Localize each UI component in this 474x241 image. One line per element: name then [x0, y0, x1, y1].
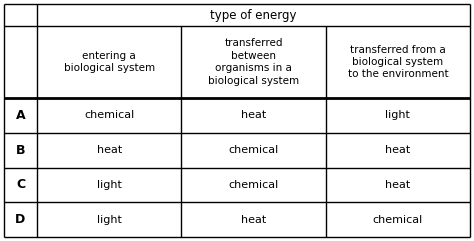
Text: chemical: chemical [84, 110, 134, 120]
Text: C: C [16, 178, 25, 191]
Text: B: B [16, 144, 25, 157]
Text: entering a
biological system: entering a biological system [64, 51, 155, 73]
Text: A: A [16, 109, 25, 122]
Text: heat: heat [385, 145, 410, 155]
Text: light: light [385, 110, 410, 120]
Text: heat: heat [241, 110, 266, 120]
Text: light: light [97, 215, 122, 225]
Text: heat: heat [385, 180, 410, 190]
Text: transferred
between
organisms in a
biological system: transferred between organisms in a biolo… [208, 38, 299, 86]
Text: chemical: chemical [228, 180, 279, 190]
Text: transferred from a
biological system
to the environment: transferred from a biological system to … [347, 45, 448, 79]
Text: light: light [97, 180, 122, 190]
Text: chemical: chemical [373, 215, 423, 225]
Text: heat: heat [97, 145, 122, 155]
Text: type of energy: type of energy [210, 8, 297, 21]
Text: chemical: chemical [228, 145, 279, 155]
Text: D: D [15, 213, 26, 226]
Text: heat: heat [241, 215, 266, 225]
